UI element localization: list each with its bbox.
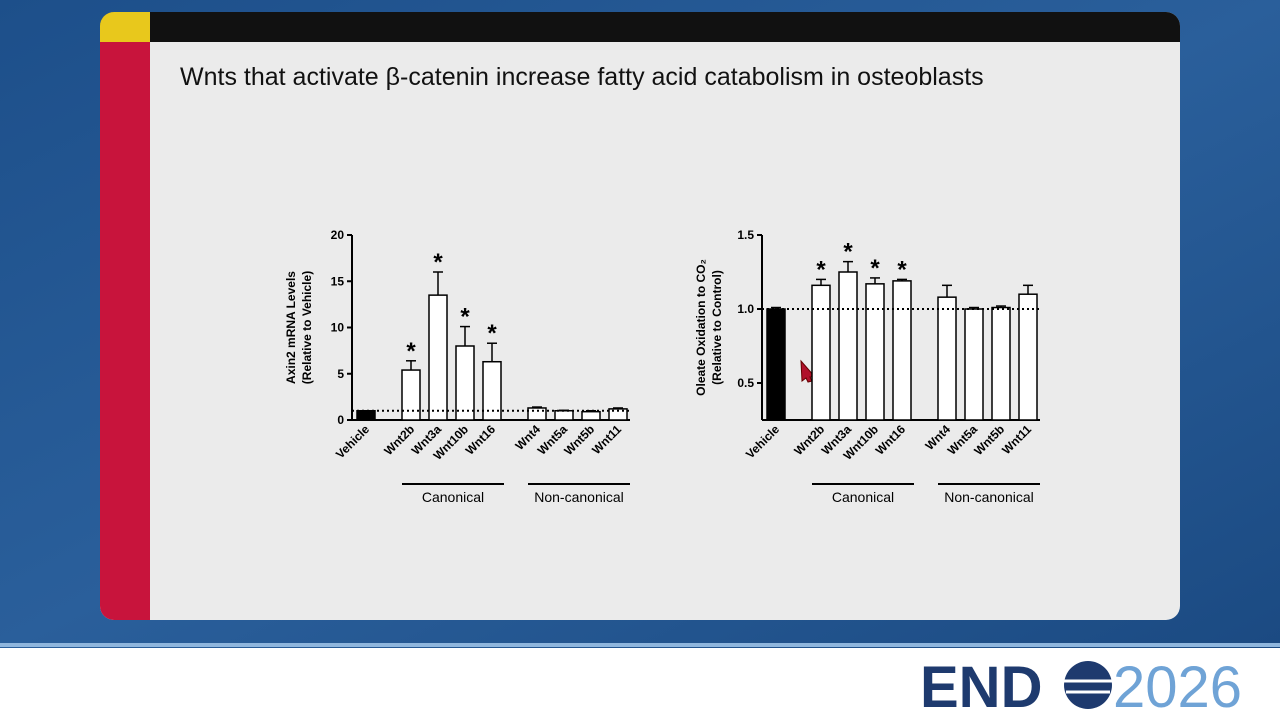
y-axis-label: (Relative to Vehicle): [300, 271, 314, 384]
group-label: Non-canonical: [944, 489, 1034, 505]
side-strip: [100, 42, 150, 620]
y-tick-label: 0: [337, 413, 344, 427]
panel: [100, 12, 1180, 620]
group-label: Non-canonical: [534, 489, 624, 505]
y-axis-label: Oleate Oxidation to CO₂: [694, 259, 708, 396]
group-label: Canonical: [832, 489, 894, 505]
bar: [608, 408, 628, 421]
logo-right: 2026: [1113, 655, 1242, 720]
y-tick-label: 10: [331, 321, 345, 335]
bar: [581, 410, 601, 421]
bar: [428, 294, 448, 421]
significance-mark: *: [870, 255, 880, 282]
y-tick-label: 5: [337, 367, 344, 381]
y-tick-label: 1.0: [737, 302, 754, 316]
bar: [838, 271, 858, 421]
y-tick-label: 1.5: [737, 228, 754, 242]
logo-globe: [1064, 661, 1112, 709]
y-axis-label: (Relative to Control): [710, 270, 724, 385]
bar: [991, 306, 1011, 421]
bar: [865, 283, 885, 421]
y-tick-label: 20: [331, 228, 345, 242]
bar: [892, 280, 912, 421]
bar: [1018, 293, 1038, 421]
logo-left: END: [920, 655, 1042, 720]
bar: [356, 410, 376, 421]
y-tick-label: 15: [331, 274, 345, 288]
significance-mark: *: [816, 256, 826, 283]
logo: END 2026: [920, 655, 1242, 720]
bar: [455, 345, 475, 421]
bar: [766, 308, 786, 421]
corner-square: [100, 12, 150, 42]
significance-mark: *: [897, 256, 907, 283]
footer-line: [0, 643, 1280, 647]
group-label: Canonical: [422, 489, 484, 505]
y-tick-label: 0.5: [737, 376, 754, 390]
significance-mark: *: [487, 320, 497, 347]
logo-globe-lines: [1064, 679, 1112, 694]
bar: [937, 296, 957, 421]
significance-mark: *: [460, 304, 470, 331]
bar: [401, 369, 421, 421]
bar: [482, 360, 502, 421]
significance-mark: *: [406, 338, 416, 365]
slide-panel: [100, 12, 1180, 620]
bar: [811, 284, 831, 421]
significance-mark: *: [843, 239, 853, 266]
bar: [554, 410, 574, 421]
top-bar: [100, 12, 1180, 42]
y-axis-label: Axin2 mRNA Levels: [284, 271, 298, 384]
bar: [964, 308, 984, 421]
significance-mark: *: [433, 249, 443, 276]
slide-title: Wnts that activate β-catenin increase fa…: [180, 63, 984, 91]
